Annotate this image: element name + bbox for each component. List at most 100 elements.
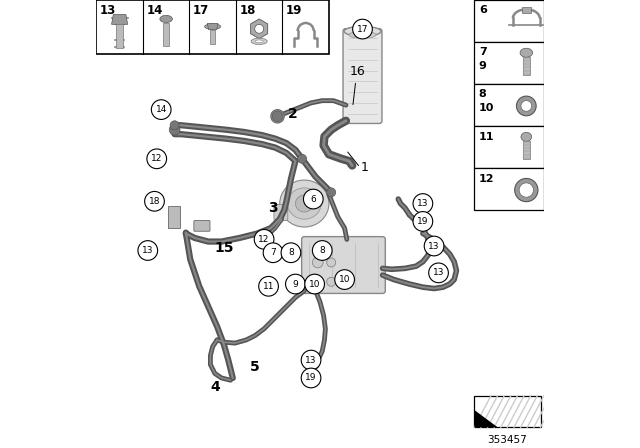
Circle shape [298, 154, 307, 163]
Text: 5: 5 [250, 360, 260, 374]
Polygon shape [207, 23, 218, 30]
Text: 19: 19 [286, 4, 302, 17]
Circle shape [312, 241, 332, 260]
Polygon shape [523, 57, 530, 75]
FancyBboxPatch shape [474, 126, 543, 168]
Text: 13: 13 [142, 246, 154, 255]
Text: 7: 7 [479, 47, 486, 57]
Circle shape [301, 368, 321, 388]
Text: 9: 9 [292, 280, 298, 289]
Text: 6: 6 [479, 5, 486, 15]
Text: 10: 10 [339, 275, 350, 284]
Text: 13: 13 [417, 199, 429, 208]
Text: 13: 13 [433, 268, 444, 277]
Circle shape [312, 257, 323, 268]
Circle shape [303, 189, 323, 209]
Polygon shape [163, 22, 169, 46]
Text: 1: 1 [361, 161, 369, 174]
Circle shape [413, 194, 433, 213]
Text: 14: 14 [147, 4, 163, 17]
Circle shape [272, 111, 283, 122]
Ellipse shape [205, 24, 221, 29]
Text: 6: 6 [310, 194, 316, 203]
Text: 11: 11 [263, 282, 275, 291]
Text: 18: 18 [148, 197, 160, 206]
FancyBboxPatch shape [301, 237, 385, 293]
Circle shape [326, 258, 335, 267]
Ellipse shape [344, 26, 381, 36]
Ellipse shape [251, 38, 268, 44]
FancyBboxPatch shape [97, 0, 329, 54]
Text: 14: 14 [156, 105, 167, 114]
Text: 9: 9 [479, 61, 486, 71]
Polygon shape [116, 24, 123, 47]
Circle shape [271, 110, 284, 123]
Text: 3: 3 [268, 201, 278, 215]
Circle shape [326, 188, 335, 197]
Text: 13: 13 [305, 356, 317, 365]
Circle shape [413, 211, 433, 231]
Circle shape [254, 229, 274, 249]
Ellipse shape [349, 31, 376, 39]
Ellipse shape [160, 15, 172, 22]
Circle shape [305, 274, 324, 294]
FancyBboxPatch shape [474, 168, 543, 210]
Ellipse shape [521, 132, 532, 141]
Text: 8: 8 [319, 246, 325, 255]
Circle shape [170, 121, 179, 130]
Ellipse shape [287, 188, 321, 219]
Text: 8: 8 [288, 248, 294, 257]
Polygon shape [111, 14, 127, 24]
Text: 12: 12 [479, 173, 494, 184]
Circle shape [255, 24, 264, 33]
Circle shape [429, 263, 449, 283]
Ellipse shape [296, 195, 314, 212]
FancyBboxPatch shape [343, 29, 382, 124]
Text: 13: 13 [100, 4, 116, 17]
Circle shape [152, 100, 171, 120]
Text: 17: 17 [356, 25, 368, 34]
Text: 11: 11 [479, 132, 494, 142]
Text: 18: 18 [239, 4, 256, 17]
Text: 15: 15 [214, 241, 234, 255]
Text: 19: 19 [417, 217, 429, 226]
Circle shape [263, 243, 283, 263]
Circle shape [285, 274, 305, 294]
Circle shape [301, 350, 321, 370]
Text: 8: 8 [479, 90, 486, 99]
FancyBboxPatch shape [274, 204, 288, 220]
Polygon shape [523, 141, 530, 159]
Circle shape [138, 241, 157, 260]
Circle shape [353, 19, 372, 39]
Text: 19: 19 [305, 374, 317, 383]
FancyBboxPatch shape [474, 0, 543, 42]
Text: 12: 12 [259, 235, 270, 244]
Text: 10: 10 [479, 103, 494, 113]
Circle shape [169, 125, 180, 135]
Ellipse shape [255, 40, 263, 43]
Circle shape [281, 243, 301, 263]
Circle shape [259, 276, 278, 296]
FancyBboxPatch shape [474, 396, 541, 427]
Circle shape [310, 360, 319, 369]
Ellipse shape [520, 48, 532, 57]
Polygon shape [210, 30, 215, 44]
Circle shape [335, 270, 355, 289]
Circle shape [424, 236, 444, 256]
Text: 16: 16 [350, 65, 366, 78]
Text: 10: 10 [309, 280, 321, 289]
Text: 4: 4 [210, 380, 220, 394]
Text: 12: 12 [151, 154, 163, 164]
Polygon shape [251, 19, 268, 39]
FancyBboxPatch shape [474, 84, 543, 126]
Polygon shape [168, 206, 180, 228]
FancyBboxPatch shape [522, 7, 531, 13]
Circle shape [519, 183, 534, 197]
Text: 17: 17 [193, 4, 209, 17]
FancyBboxPatch shape [194, 220, 210, 231]
Circle shape [145, 191, 164, 211]
Polygon shape [474, 410, 497, 427]
Circle shape [521, 101, 532, 111]
Circle shape [516, 96, 536, 116]
Circle shape [147, 149, 166, 168]
